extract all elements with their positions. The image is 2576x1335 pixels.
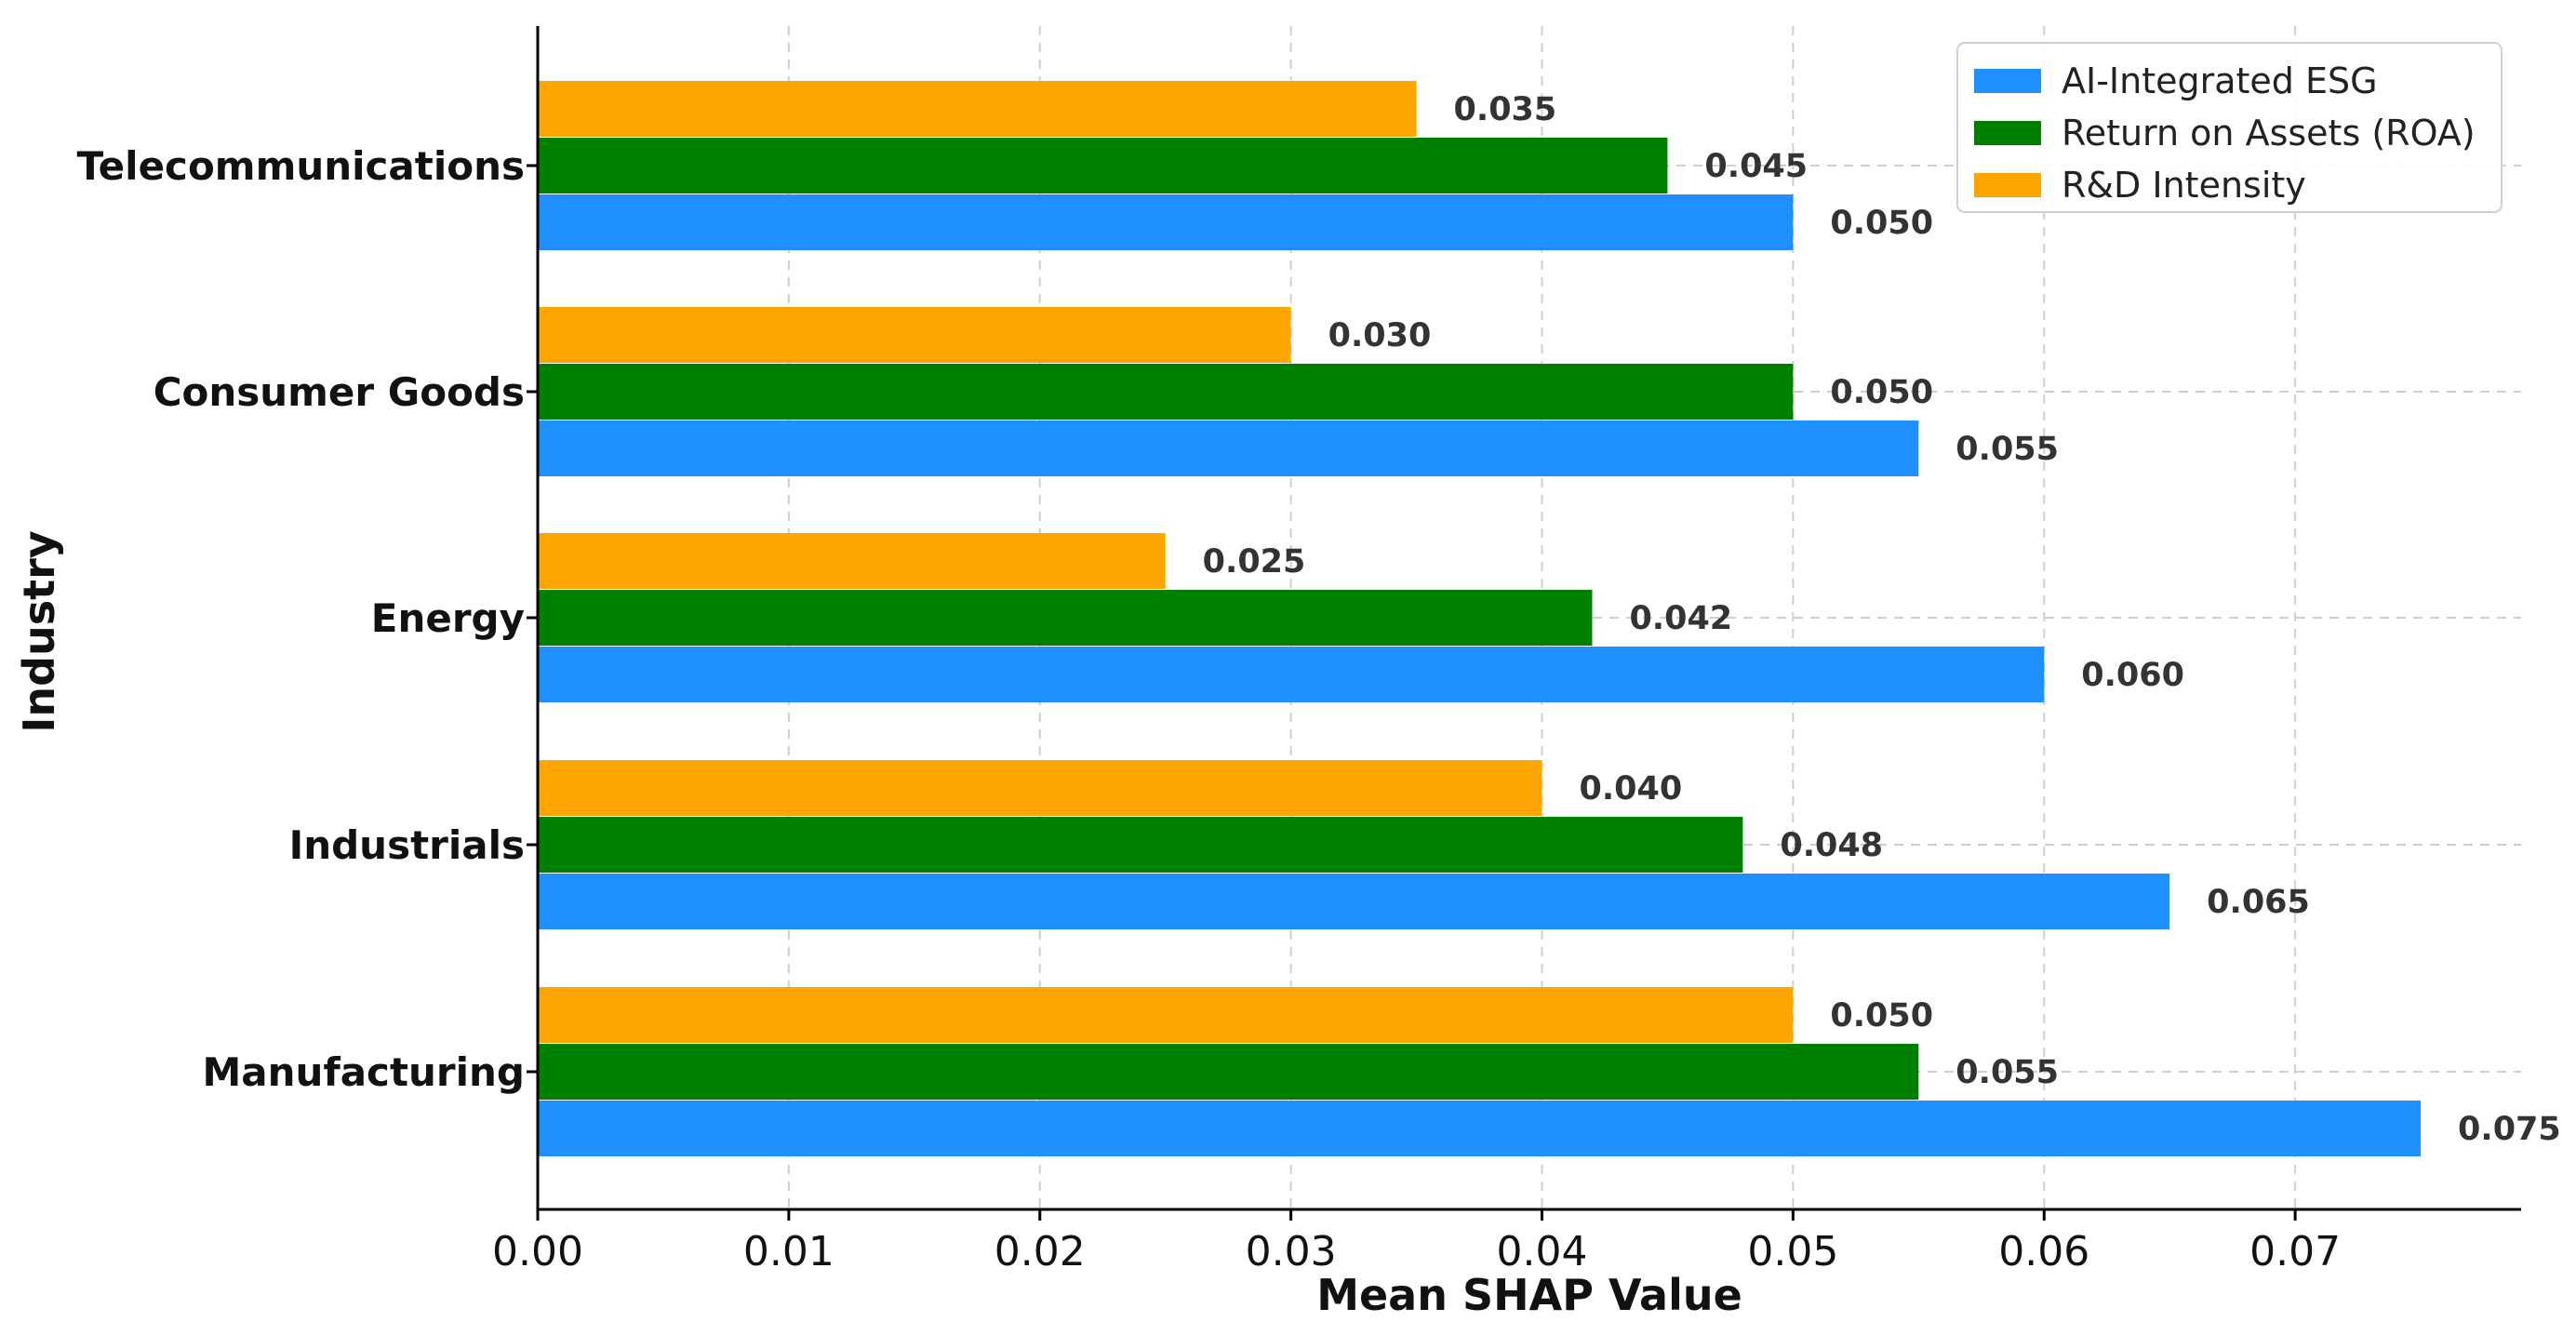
bar-roa xyxy=(538,138,1668,194)
tick-labels: 0.00 0.01 0.02 0.03 0.04 0.05 0.06 0.07 Telecomm… xyxy=(77,143,2341,1275)
data-label: 0.040 xyxy=(1579,770,1682,808)
bar-roa xyxy=(538,1044,1919,1100)
bars xyxy=(538,81,2422,1156)
bar-rd-intensity xyxy=(538,81,1417,137)
data-label: 0.035 xyxy=(1454,91,1557,128)
bar-rd-intensity xyxy=(538,987,1794,1043)
data-label: 0.025 xyxy=(1203,543,1306,581)
legend-swatch xyxy=(1974,69,2041,93)
x-tick-label: 0.03 xyxy=(1246,1228,1337,1275)
y-axis-title: Industry xyxy=(14,530,64,733)
bar-ai-esg xyxy=(538,1101,2422,1156)
x-tick-label: 0.05 xyxy=(1747,1228,1838,1275)
legend-box xyxy=(1956,42,2503,213)
legend-label: AI-Integrated ESG xyxy=(2062,60,2378,101)
data-label: 0.060 xyxy=(2081,657,2184,694)
bar-rd-intensity xyxy=(538,307,1291,363)
x-tick-label: 0.07 xyxy=(2249,1228,2341,1275)
x-tick-label: 0.02 xyxy=(994,1228,1086,1275)
x-tick-label: 0.00 xyxy=(492,1228,583,1275)
bar-ai-esg xyxy=(538,647,2045,702)
data-label: 0.055 xyxy=(1955,431,2059,468)
legend: AI-Integrated ESG Return on Assets (ROA) R… xyxy=(1956,42,2503,213)
x-tick-label: 0.04 xyxy=(1497,1228,1588,1275)
y-category-label: Manufacturing xyxy=(203,1049,526,1095)
data-label: 0.045 xyxy=(1704,148,1808,185)
bar-ai-esg xyxy=(538,874,2170,929)
bar-ai-esg xyxy=(538,194,1794,250)
bar-roa xyxy=(538,364,1794,420)
bar-ai-esg xyxy=(538,421,1919,476)
data-label: 0.050 xyxy=(1830,374,1933,411)
data-labels: 0.050 0.045 0.035 0.055 0.050 0.030 0.060 0.042… xyxy=(1203,91,2561,1148)
data-label: 0.030 xyxy=(1328,317,1432,354)
bar-roa xyxy=(538,590,1593,646)
y-category-label: Telecommunications xyxy=(77,143,525,189)
data-label: 0.050 xyxy=(1830,205,1933,242)
bar-roa xyxy=(538,817,1743,873)
data-label: 0.050 xyxy=(1830,997,1933,1035)
x-axis-title: Mean SHAP Value xyxy=(1316,1270,1742,1320)
x-tick-label: 0.06 xyxy=(1998,1228,2089,1275)
y-category-label: Consumer Goods xyxy=(153,369,525,415)
legend-swatch xyxy=(1974,121,2041,145)
data-label: 0.055 xyxy=(1955,1054,2059,1091)
legend-label: R&D Intensity xyxy=(2062,165,2306,206)
bar-rd-intensity xyxy=(538,760,1542,816)
y-category-label: Industrials xyxy=(289,822,525,868)
x-tick-label: 0.01 xyxy=(743,1228,834,1275)
data-label: 0.048 xyxy=(1780,827,1883,864)
legend-label: Return on Assets (ROA) xyxy=(2062,113,2476,154)
data-label: 0.042 xyxy=(1629,600,1732,637)
data-label: 0.075 xyxy=(2458,1111,2561,1148)
legend-swatch xyxy=(1974,173,2041,197)
bar-rd-intensity xyxy=(538,533,1166,589)
data-label: 0.065 xyxy=(2207,884,2310,921)
y-category-label: Energy xyxy=(371,595,525,641)
